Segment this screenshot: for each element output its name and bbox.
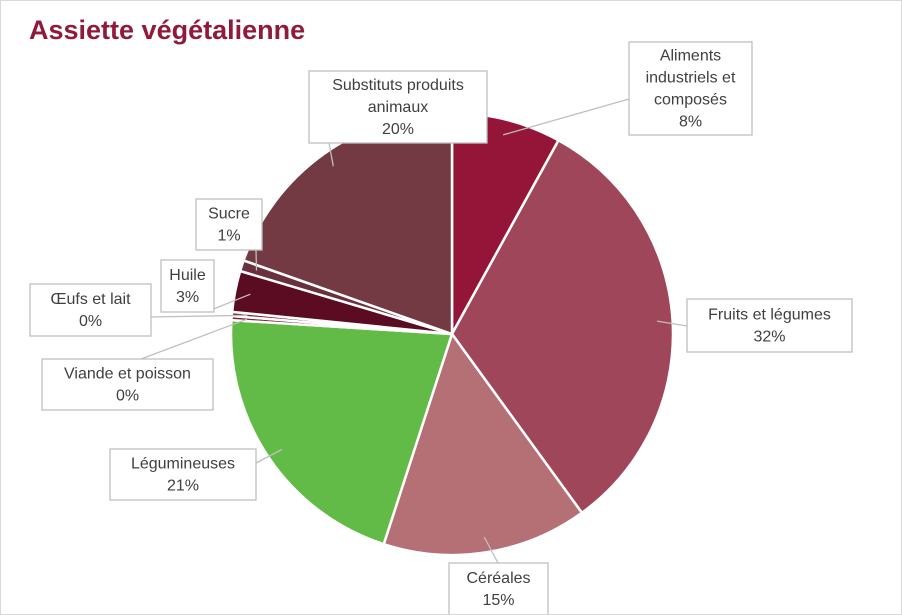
- slice-value-label: 32%: [753, 329, 785, 346]
- slice-value-label: 3%: [176, 289, 199, 306]
- callout-fruits-et-legumes: Fruits et légumes 32%: [656, 298, 853, 353]
- slice-value-label: 20%: [382, 121, 414, 138]
- leader-line: [328, 142, 334, 167]
- leader-line: [255, 448, 283, 464]
- leader-line: [140, 318, 248, 360]
- leader-line: [656, 320, 688, 327]
- callout-oeufs-et-lait: Œufs et lait 0%: [29, 283, 248, 337]
- callout-sucre: Sucre 1%: [195, 198, 263, 271]
- chart-title: Assiette végétalienne: [29, 15, 306, 45]
- slice-category-label: Fruits et légumes: [708, 307, 831, 324]
- slice-category-label: Légumineuses: [131, 456, 235, 473]
- slice-value-label: 0%: [116, 388, 139, 405]
- callout-huile: Huile 3%: [160, 259, 251, 313]
- slice-category-label: composés: [654, 92, 727, 109]
- slice-category-label: industriels et: [646, 70, 736, 87]
- callout-aliments-industriels-et-composes: Aliments industriels et composés 8%: [502, 41, 753, 136]
- slice-value-label: 1%: [217, 228, 240, 245]
- pie-slices: [229, 111, 675, 557]
- slice-value-label: 8%: [679, 114, 702, 131]
- slice-category-label: Sucre: [208, 206, 250, 223]
- leader-line: [150, 314, 248, 318]
- callout-cereales: Céréales 15%: [448, 536, 549, 614]
- callout-box: [41, 358, 214, 411]
- pie-slice-fruits-et-legumes: [450, 139, 675, 515]
- pie-slice-legumineuses: [229, 318, 454, 546]
- callout-box: [628, 41, 753, 136]
- callout-box: [160, 259, 215, 313]
- leader-line: [255, 249, 258, 271]
- slice-category-label: animaux: [368, 99, 428, 116]
- slice-value-label: 21%: [167, 478, 199, 495]
- slice-category-label: Viande et poisson: [64, 366, 191, 383]
- slice-callouts: Aliments industriels et composés 8% Fruits e…: [29, 41, 853, 614]
- slice-category-label: Céréales: [466, 570, 530, 587]
- slice-category-label: Aliments: [660, 48, 721, 65]
- leader-line: [483, 536, 499, 564]
- callout-box: [308, 70, 488, 144]
- slice-category-label: Substituts produits: [332, 77, 464, 94]
- callout-viande-et-poisson: Viande et poisson 0%: [41, 318, 248, 411]
- callout-box: [686, 298, 853, 353]
- slice-value-label: 0%: [79, 313, 102, 330]
- slice-category-label: Huile: [169, 267, 206, 284]
- callout-substituts-produits-animaux: Substituts produits animaux 20%: [308, 70, 488, 167]
- callout-box: [195, 198, 263, 251]
- callout-legumineuses: Légumineuses 21%: [109, 448, 283, 501]
- callout-box: [448, 562, 549, 614]
- pie-slice-cereales: [382, 332, 584, 557]
- callout-box: [109, 448, 257, 501]
- slice-category-label: Œufs et lait: [50, 291, 131, 308]
- slice-value-label: 15%: [482, 592, 514, 609]
- callout-box: [29, 283, 152, 337]
- leader-line: [502, 98, 630, 136]
